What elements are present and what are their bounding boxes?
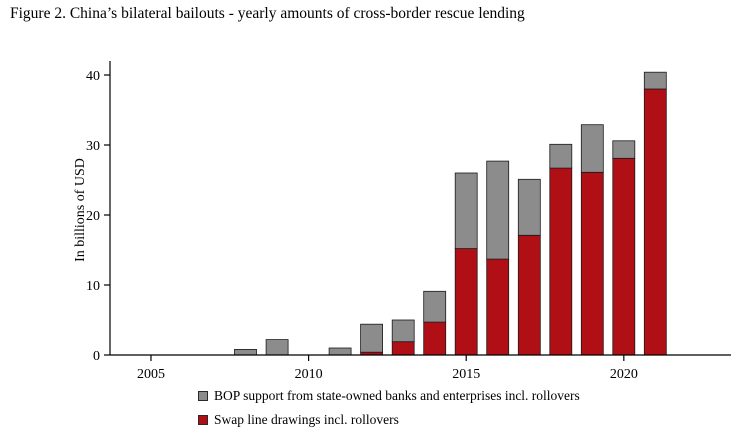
legend-swatch-bop-icon xyxy=(198,391,208,401)
y-axis-title: In billions of USD xyxy=(73,158,88,262)
x-tick-label: 2020 xyxy=(610,367,638,382)
bar-segment xyxy=(454,248,478,356)
bar-segment xyxy=(580,124,604,173)
y-tick-label: 20 xyxy=(86,209,100,224)
y-tick-label: 0 xyxy=(93,349,100,364)
bar-segment xyxy=(454,172,478,249)
bar-segment xyxy=(328,347,352,356)
bar-segment xyxy=(265,339,289,356)
bar-segment xyxy=(517,234,541,356)
x-tick-label: 2005 xyxy=(137,367,165,382)
y-tick-label: 30 xyxy=(86,139,100,154)
legend-item-swap: Swap line drawings incl. rollovers xyxy=(198,408,580,432)
bar-segment xyxy=(549,167,573,356)
legend-label-swap: Swap line drawings incl. rollovers xyxy=(214,412,399,427)
bars-group xyxy=(234,71,667,356)
bar-segment xyxy=(549,143,573,169)
bar-segment xyxy=(612,140,636,159)
bar-segment xyxy=(423,321,447,356)
bar-segment xyxy=(391,341,415,356)
bar-segment xyxy=(517,178,541,236)
bar-segment xyxy=(643,88,667,356)
bar-segment xyxy=(643,71,667,90)
bar-segment xyxy=(486,258,510,356)
bar-segment xyxy=(486,160,510,260)
y-tick-label: 40 xyxy=(86,69,100,84)
legend: BOP support from state-owned banks and e… xyxy=(198,384,580,432)
bar-segment xyxy=(391,319,415,343)
y-tick-label: 10 xyxy=(86,279,100,294)
axes-group: 0 10 20 30 40 2005 2010 2015 2020 xyxy=(86,61,731,382)
bar-segment xyxy=(612,157,636,356)
legend-item-bop: BOP support from state-owned banks and e… xyxy=(198,384,580,408)
x-tick-label: 2015 xyxy=(452,367,480,382)
legend-label-bop: BOP support from state-owned banks and e… xyxy=(214,388,580,403)
legend-swatch-swap-icon xyxy=(198,415,208,425)
bar-segment xyxy=(360,323,384,353)
bar-segment xyxy=(580,171,604,356)
figure-caption: Figure 2. China’s bilateral bailouts - y… xyxy=(10,5,525,22)
bar-segment xyxy=(234,348,257,356)
bar-segment xyxy=(423,290,447,323)
x-tick-label: 2010 xyxy=(295,367,323,382)
